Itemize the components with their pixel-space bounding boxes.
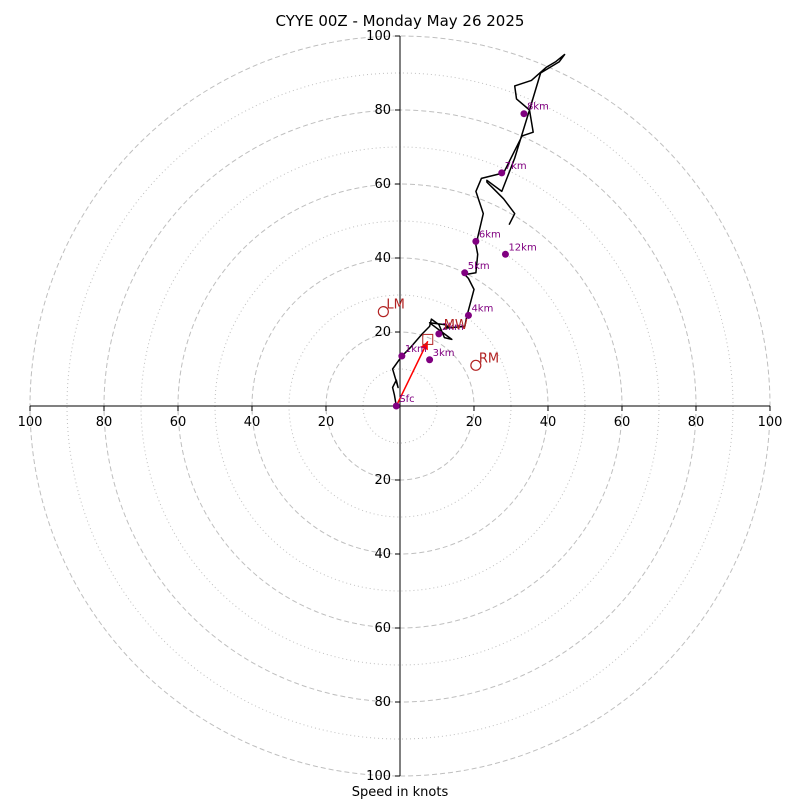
y-tick-label: 60 [374,621,391,636]
tick-labels: 100 80 60 40 20 20 40 60 80 100 100 80 60 40 20 20 40 60 8… [18,29,783,784]
x-tick-label: 20 [466,415,483,430]
x-tick-label: 100 [18,415,43,430]
height-marker-point [398,352,406,360]
storm-motion-circle [470,359,482,371]
height-marker-point [498,169,506,177]
height-marker-label: 5km [468,261,490,272]
storm-motion-label: LM [386,298,404,313]
height-marker-point [392,402,400,410]
mean-wind-vector [395,340,429,407]
y-tick-label: 80 [374,103,391,118]
storm-motion-label: MW [444,318,468,333]
height-marker-point [464,311,472,319]
storm-motion-circle [377,306,389,318]
x-tick-label: 20 [318,415,335,430]
height-marker-point [501,250,509,258]
axes [30,36,770,776]
x-tick-label: 60 [614,415,631,430]
vector-arrowhead [420,341,428,351]
height-marker-point [426,356,434,364]
height-marker-label: Sfc [399,394,414,405]
height-marker-label: 8km [527,102,549,113]
y-tick-label: 100 [366,29,391,44]
x-tick-label: 60 [170,415,187,430]
x-tick-label: 80 [96,415,113,430]
square-marker [422,333,434,345]
x-axis-label: Speed in knots [352,785,449,800]
x-tick-label: 80 [688,415,705,430]
y-tick-label: 40 [374,251,391,266]
height-marker-label: 7km [505,161,527,172]
height-marker-point [472,237,480,245]
y-tick-label: 20 [374,325,391,340]
chart-title: CYYE 00Z - Monday May 26 2025 [276,12,525,30]
height-marker-label: 4km [471,303,493,314]
hodograph-line [391,53,566,407]
y-tick-label: 60 [374,177,391,192]
height-marker-label: 6km [479,229,501,240]
height-marker-point [520,110,528,118]
height-marker-point [435,330,443,338]
y-tick-label: 40 [374,547,391,562]
storm-motion-markers: LM RM MW [377,298,499,371]
y-tick-label: 100 [366,769,391,784]
height-marker-label: 1km [405,344,427,355]
x-tick-label: 40 [540,415,557,430]
height-marker-label: 12km [508,242,536,253]
storm-motion-label: RM [479,351,499,366]
x-tick-label: 40 [244,415,261,430]
y-tick-label: 80 [374,695,391,710]
y-tick-label: 20 [374,473,391,488]
height-markers: Sfc 1km 2km 3km 4km 5km 6km 7km 8km 12km [392,102,549,410]
hodograph-trace [391,53,566,407]
height-marker-label: 2km [442,322,464,333]
height-marker-label: 3km [433,348,455,359]
height-marker-point [461,269,469,277]
x-tick-label: 100 [758,415,783,430]
